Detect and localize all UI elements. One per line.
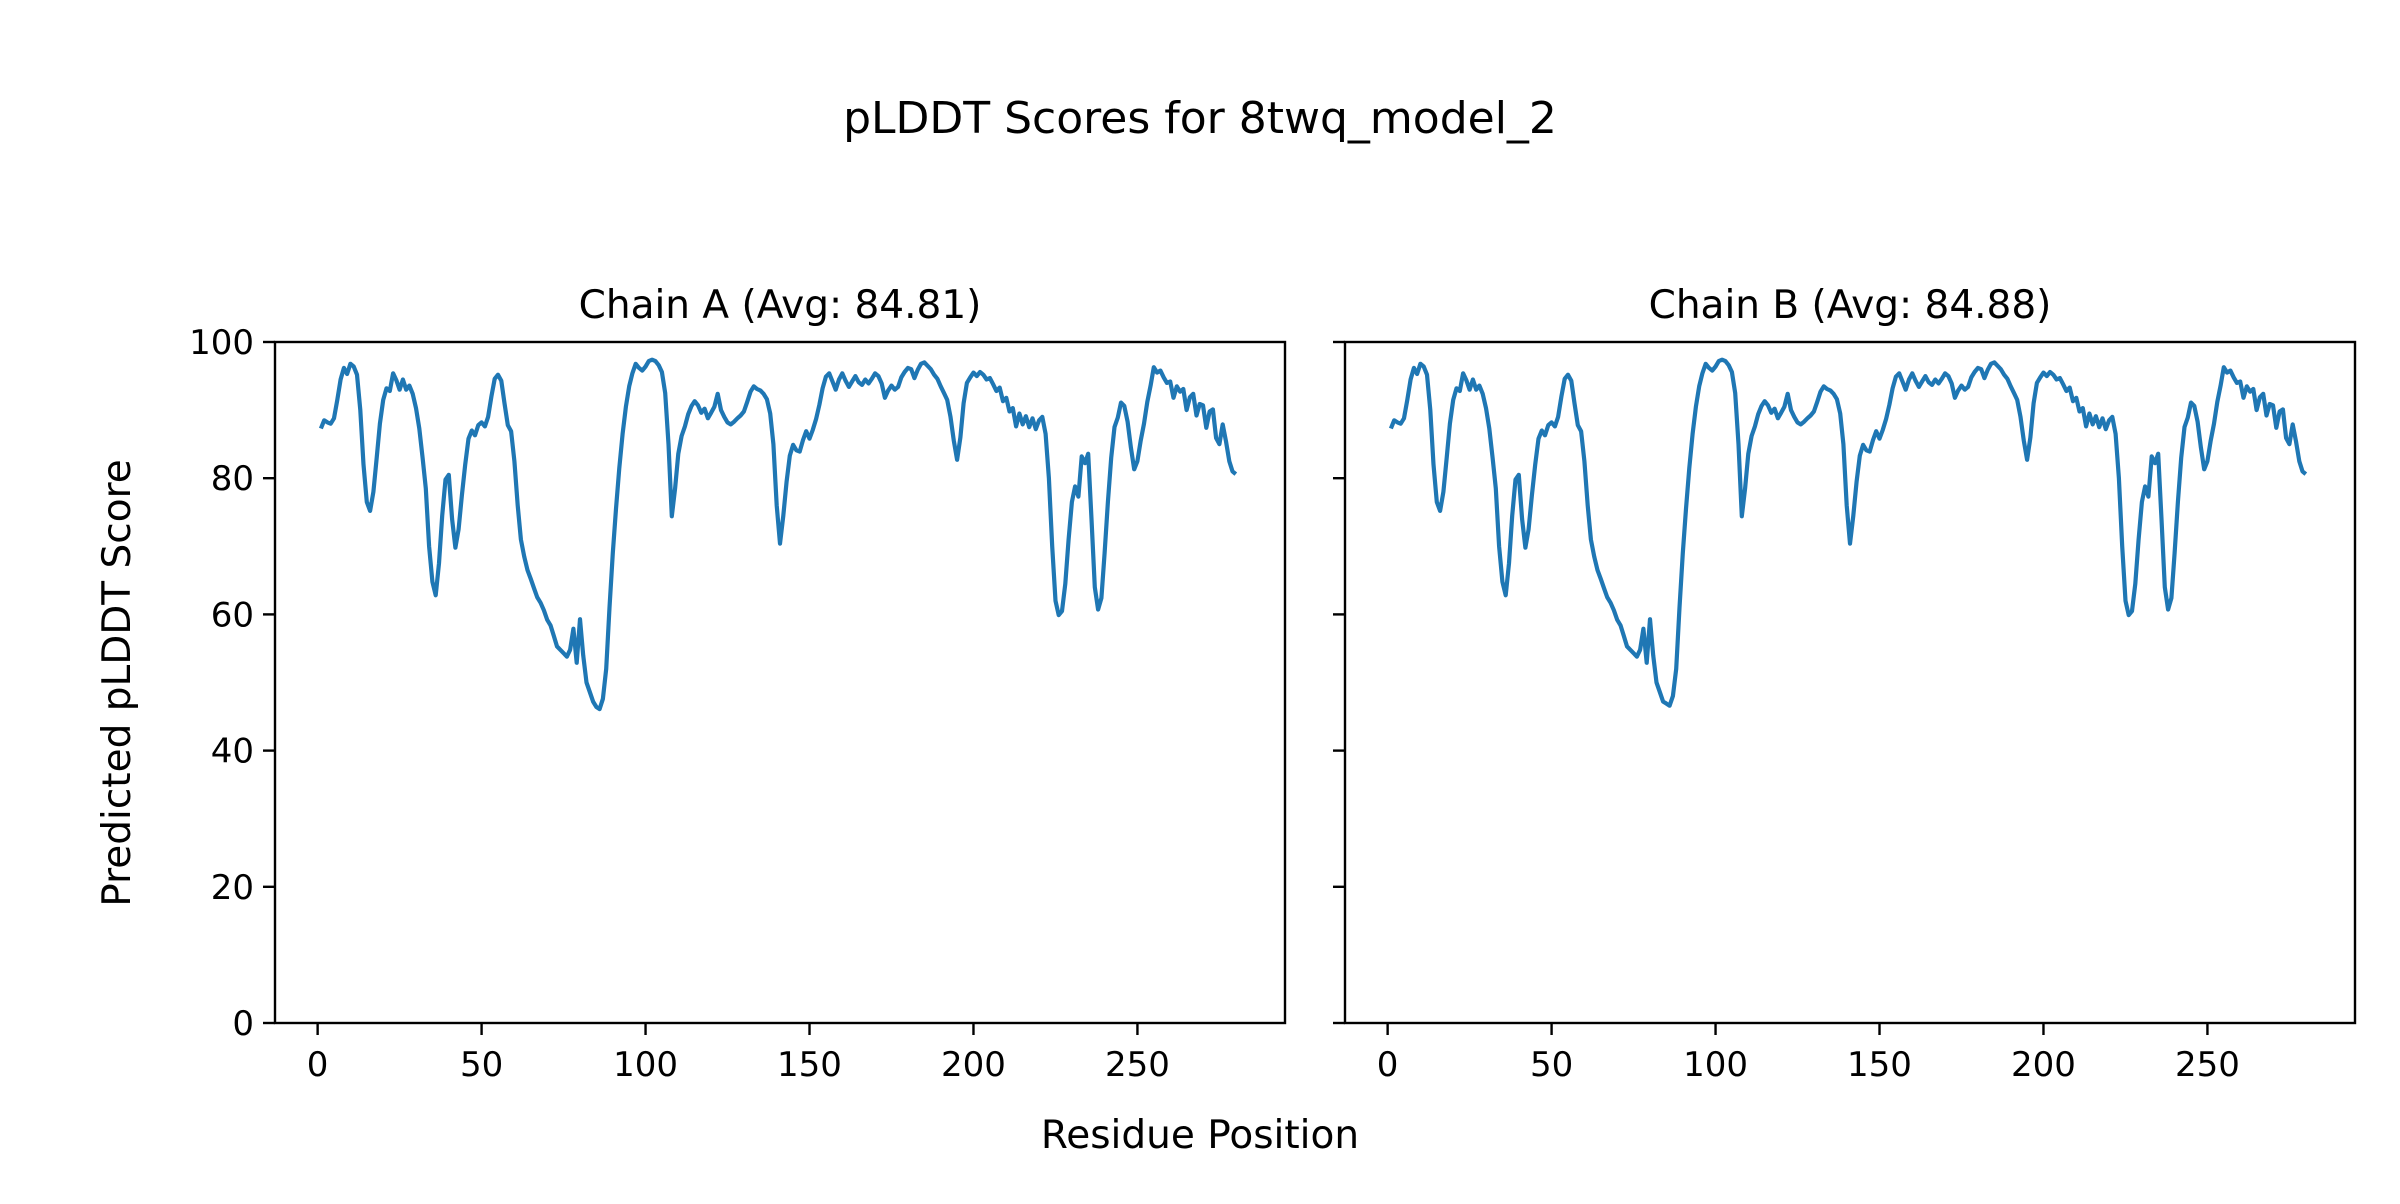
- subplot-chain-b-frame: [1343, 340, 2357, 1025]
- subplot-chain-b-title: Chain B (Avg: 84.88): [1649, 283, 2052, 328]
- y-tick-label: 0: [232, 1004, 254, 1044]
- subplot-chain-a: Chain A (Avg: 84.81) 0 50 100 150 200 250 0 20 4…: [189, 283, 1287, 1085]
- x-tick-label: 100: [1683, 1045, 1748, 1085]
- y-tick-label: 40: [211, 732, 254, 772]
- x-axis-label: Residue Position: [1041, 1113, 1359, 1158]
- x-tick-label: 150: [777, 1045, 842, 1085]
- x-tick-label: 200: [2011, 1045, 2076, 1085]
- x-tick-label: 50: [1530, 1045, 1573, 1085]
- figure-title: pLDDT Scores for 8twq_model_2: [843, 93, 1557, 144]
- x-tick-label: 0: [1377, 1045, 1399, 1085]
- y-axis-label: Predicted pLDDT Score: [95, 459, 140, 906]
- x-tick-label: 0: [307, 1045, 329, 1085]
- subplot-chain-b-ticks: 0 50 100 150 200 250: [1333, 340, 2240, 1085]
- x-tick-label: 200: [941, 1045, 1006, 1085]
- y-tick-label: 20: [211, 868, 254, 908]
- subplot-chain-a-title: Chain A (Avg: 84.81): [579, 283, 982, 328]
- y-tick-label: 60: [211, 595, 254, 635]
- x-tick-label: 250: [1105, 1045, 1170, 1085]
- x-tick-label: 100: [613, 1045, 678, 1085]
- subplot-chain-a-ticks: 0 50 100 150 200 250 0 20 40 60 80 100: [189, 323, 1170, 1085]
- x-tick-label: 50: [460, 1045, 503, 1085]
- subplot-chain-a-frame: [273, 340, 1287, 1025]
- x-tick-label: 250: [2175, 1045, 2240, 1085]
- x-tick-label: 150: [1847, 1045, 1912, 1085]
- subplot-chain-b: Chain B (Avg: 84.88) 0 50 100 150 200 250: [1333, 283, 2357, 1085]
- y-tick-label: 80: [211, 459, 254, 499]
- y-tick-label: 100: [189, 323, 254, 363]
- plddt-trace-chain-b: [1388, 357, 2308, 708]
- plddt-trace-chain-a: [318, 357, 1238, 712]
